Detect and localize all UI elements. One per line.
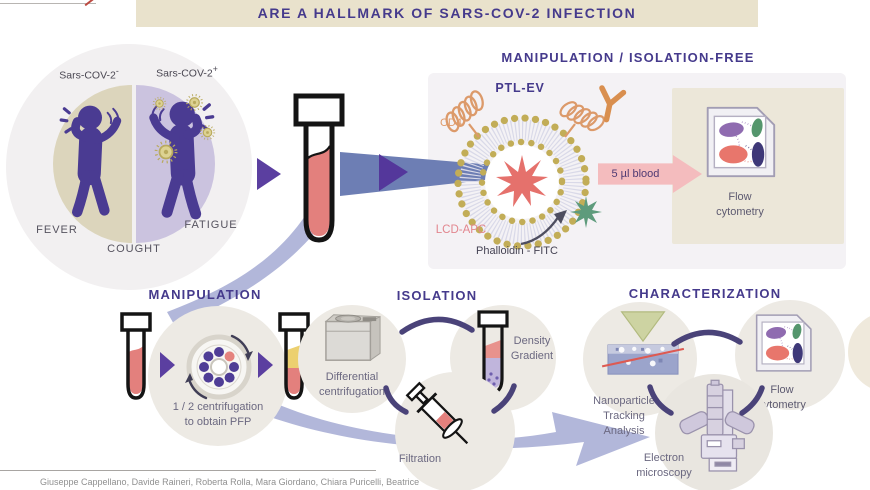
- connector-arc: [647, 384, 674, 416]
- top-rule: [0, 3, 96, 4]
- centrifuge-rotor-icon: [185, 334, 253, 400]
- ev-core-star: [496, 155, 548, 207]
- blood-tube-icon: [293, 93, 345, 243]
- virus-icon: [185, 93, 204, 112]
- phalloidin-fitc-star-icon: [570, 196, 602, 228]
- footer-rule: [0, 470, 376, 471]
- em-label: Electron microscopy: [636, 452, 692, 479]
- nta-icon: [601, 311, 685, 375]
- differential-label: Differential centrifugation: [318, 371, 386, 398]
- centrifuge-machine-icon: [324, 314, 381, 362]
- density-label: Density Gradient: [510, 335, 554, 362]
- virus-icon: [152, 96, 167, 111]
- triangle-arrow: [160, 352, 175, 378]
- connector-arc: [739, 385, 765, 416]
- person-positive-icon: [149, 101, 215, 220]
- symptom-fatigue: FATIGUE: [184, 219, 238, 231]
- lcd-apc-label: LCD-APC: [435, 224, 487, 236]
- virus-chest-icon: [154, 140, 178, 164]
- electron-microscope-icon: [679, 379, 755, 472]
- manipulation-title: MANIPULATION: [148, 287, 262, 302]
- isolation-title: ISOLATION: [396, 288, 478, 303]
- swoosh-to-manipulation: [167, 216, 322, 326]
- negative-label: Sars-COV-2-: [59, 66, 119, 82]
- triangle-arrow: [379, 154, 408, 191]
- phalloidin-arrow: [520, 210, 567, 246]
- cd4-label: CD4: [439, 117, 462, 129]
- banner: ARE A HALLMARK OF SARS-COV-2 INFECTION: [136, 0, 758, 27]
- person-negative-icon: [59, 105, 122, 218]
- slate-band-arrow: [340, 152, 566, 196]
- flow-cytometry-plot-icon: [755, 314, 812, 372]
- connector-arc: [383, 385, 409, 415]
- blood-tube-small-icon: [120, 312, 152, 400]
- phalloidin-label: Phalloidin - FITC: [476, 245, 558, 257]
- isolation-free-title: MANIPULATION / ISOLATION-FREE: [501, 50, 755, 65]
- sample-dot: [224, 351, 235, 362]
- filtration-label: Filtration: [398, 453, 442, 465]
- flow-cytometry-label: Flow cytometry: [716, 191, 764, 218]
- ptl-ev-label: PTL-EV: [495, 81, 545, 95]
- characterization-title: CHARACTERIZATION: [628, 286, 782, 301]
- nta-label: Nanoparticle Tracking Analysis: [593, 395, 655, 437]
- authors-line: Giuseppe Cappellano, Davide Raineri, Rob…: [40, 477, 420, 487]
- triangle-arrow: [257, 158, 281, 190]
- symptom-fever: FEVER: [36, 224, 78, 236]
- antibody-icon: [599, 85, 627, 123]
- connector-arc: [671, 329, 743, 347]
- pfp-tube-icon: [278, 312, 310, 400]
- ptl-ev-vesicle-icon: [454, 114, 590, 250]
- cd4-coil-icon: [445, 90, 484, 133]
- bg-circle-sliver: [848, 312, 870, 392]
- cd4-coil-icon: [559, 101, 605, 132]
- manipulation-caption: 1 / 2 centrifugation to obtain PFP: [172, 401, 264, 428]
- swoosh-to-characterization: [232, 386, 650, 466]
- flow-cytometry-plot-icon: [706, 106, 776, 178]
- char-flow-label: Flow cytometry: [758, 384, 806, 411]
- positive-label: Sars-COV-2+: [156, 64, 218, 80]
- blood-arrow-label: 5 µl blood: [611, 168, 660, 180]
- connector-arc: [491, 383, 517, 414]
- syringe-icon: [405, 381, 469, 445]
- symptom-cought: COUGHT: [107, 243, 161, 255]
- connector-arc: [399, 316, 475, 335]
- triangle-arrow: [258, 352, 273, 378]
- virus-icon: [199, 124, 216, 141]
- banner-title: ARE A HALLMARK OF SARS-COV-2 INFECTION: [257, 5, 637, 21]
